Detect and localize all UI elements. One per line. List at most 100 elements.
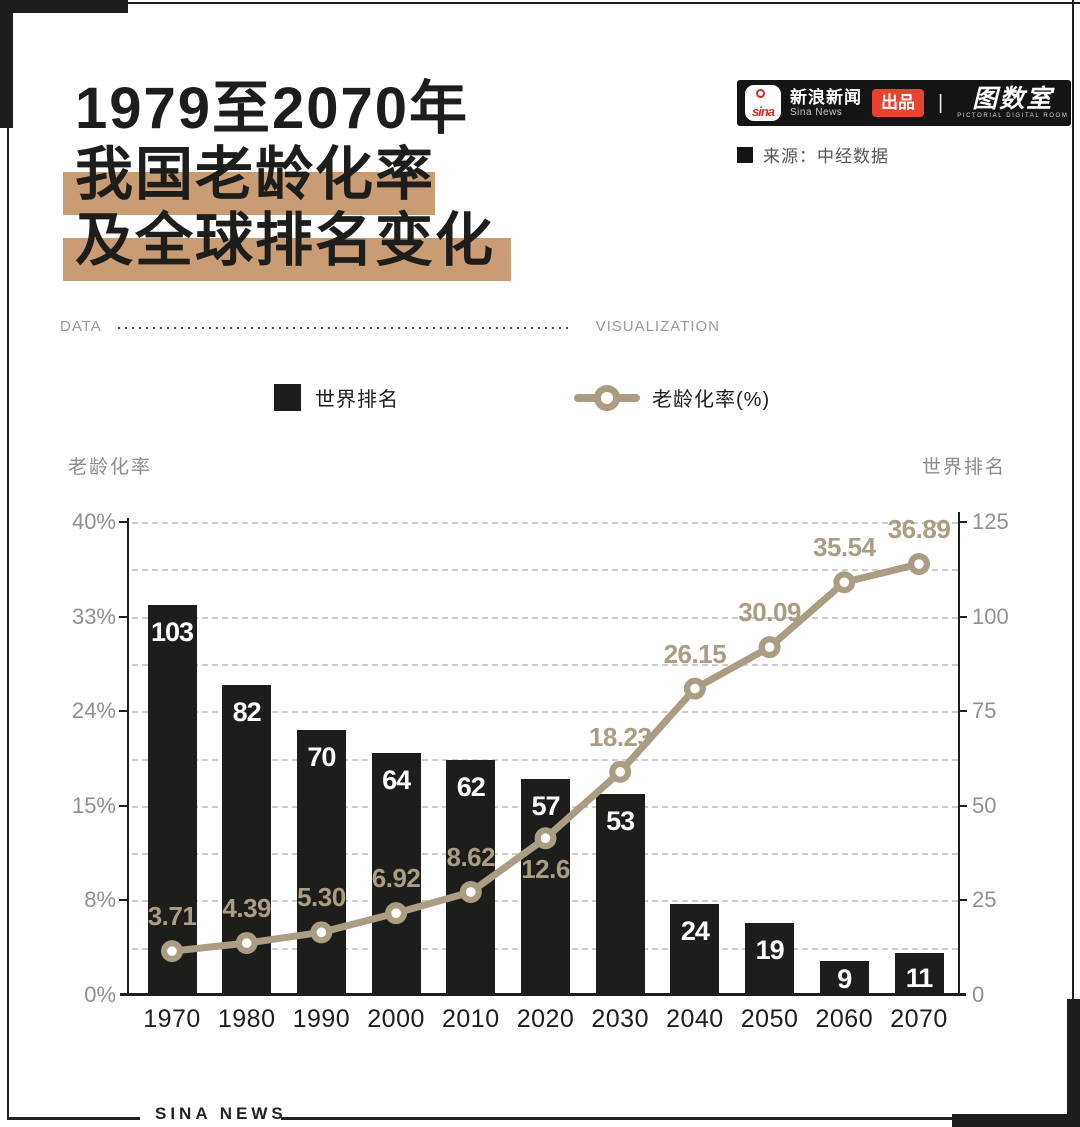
tick-mark: [958, 899, 967, 902]
tick-mark: [119, 521, 128, 523]
right-axis-line: [958, 512, 960, 995]
bar-1970: 103: [147, 605, 197, 995]
data-source: 来源：中经数据: [737, 142, 889, 167]
bar-2050: 19: [745, 923, 795, 995]
tick-mark: [958, 710, 967, 713]
bar-value-label: 70: [307, 742, 336, 773]
sina-swirl-icon: [756, 89, 765, 98]
tushushi-logo: 图数室 PICTORIAL DIGITAL ROOM: [957, 85, 1069, 120]
frame-left-line: [7, 0, 9, 1120]
chupin-badge: 出品: [872, 89, 924, 117]
title-highlight: [63, 172, 435, 215]
x-tick-2060: 2060: [815, 1005, 874, 1033]
right-axis-tick: 50: [972, 792, 997, 818]
line-value-label: 12.6: [521, 854, 570, 885]
line-value-label: 26.15: [663, 638, 727, 669]
right-axis-tick: 100: [972, 603, 1009, 629]
line-value-label: 30.09: [738, 597, 801, 628]
right-axis-tick: 25: [972, 887, 997, 913]
bar-value-label: 9: [837, 963, 852, 994]
sina-brand: 新浪新闻 Sina News: [790, 88, 862, 118]
tick-mark: [119, 804, 128, 807]
x-tick-1970: 1970: [143, 1005, 201, 1033]
bar-2070: 11: [894, 953, 944, 995]
left-axis-tick: 24%: [71, 698, 116, 724]
bar-value-label: 24: [680, 916, 710, 947]
bar-value-label: 19: [755, 935, 785, 966]
x-tick-2070: 2070: [890, 1005, 948, 1033]
sina-logo-icon: sina: [745, 85, 781, 121]
legend-item-ranking: 世界排名: [274, 383, 399, 412]
line-value-label: 18.23: [588, 721, 652, 752]
gridline: [132, 663, 958, 666]
x-tick-2000: 2000: [367, 1005, 425, 1033]
right-axis-tick: 75: [972, 698, 997, 724]
gridline: [132, 616, 958, 619]
left-axis-tick: 15%: [71, 792, 116, 818]
bar-value-label: 64: [382, 764, 411, 795]
bar-1990: 70: [296, 730, 346, 995]
tick-mark: [958, 804, 967, 807]
bar-value-label: 62: [456, 772, 486, 803]
corner-bracket-top-left: [0, 0, 13, 128]
title-line-1: 1979至2070年: [75, 76, 470, 141]
left-axis-tick: 0%: [84, 982, 116, 1007]
tick-mark: [119, 899, 128, 902]
bar-value-label: 57: [531, 791, 560, 822]
title-highlight: [63, 238, 511, 281]
gridline: [132, 758, 958, 761]
bar-2030: 53: [595, 794, 645, 995]
x-tick-1980: 1980: [217, 1005, 276, 1033]
footer-line: [7, 1117, 140, 1120]
bar-2000: 64: [371, 752, 421, 995]
corner-bracket-top-left: [0, 0, 128, 13]
aging-rate-line: [161, 553, 930, 963]
footer-brand: SINA NEWS: [155, 1104, 287, 1123]
line-value-label: 8.62: [446, 842, 496, 873]
title-line-3: 及全球排名变化: [63, 208, 511, 281]
tick-mark: [119, 710, 128, 713]
title-line-2: 我国老龄化率: [63, 142, 495, 215]
right-axis-title: 世界排名: [922, 457, 1007, 478]
frame-right-line: [1072, 0, 1074, 1127]
legend-item-aging-rate: 老龄化率(%): [574, 383, 770, 412]
bar-2020: 57: [521, 779, 570, 995]
line-marker-icon: [574, 384, 640, 411]
left-axis-tick: 8%: [84, 887, 116, 913]
gridline: [132, 522, 958, 524]
tick-mark: [958, 615, 967, 618]
gridline: [132, 569, 958, 572]
bar-value-label: 53: [606, 806, 635, 837]
tick-mark: [119, 615, 128, 618]
page-title: 1979至2070年 我国老龄化率 及全球排名变化: [63, 76, 511, 281]
left-axis-tick: 33%: [71, 603, 116, 629]
line-value-label: 3.71: [147, 901, 197, 932]
x-tick-2050: 2050: [740, 1005, 799, 1033]
x-tick-1990: 1990: [292, 1005, 351, 1033]
sina-logo-bar: sina 新浪新闻 Sina News 出品 | 图数室 PICTORIAL D…: [737, 80, 1071, 126]
dotted-line: [118, 327, 570, 329]
bar-2040: 24: [670, 904, 720, 995]
x-tick-2030: 2030: [591, 1005, 649, 1033]
section-divider: DATA VISUALIZATION: [60, 318, 720, 335]
line-value-label: 36.89: [887, 514, 951, 545]
square-bullet-icon: [737, 146, 753, 163]
corner-bracket-bottom-right: [1067, 999, 1080, 1127]
x-tick-2040: 2040: [666, 1005, 724, 1033]
footer-line: [281, 1117, 953, 1120]
bar-value-label: 11: [905, 962, 934, 993]
corner-bracket-bottom-right: [952, 1114, 1080, 1127]
line-value-label: 35.54: [813, 532, 876, 563]
bar-swatch-icon: [274, 384, 301, 411]
line-value-label: 6.92: [371, 863, 421, 894]
tick-mark: [958, 521, 967, 523]
bar-2060: 9: [819, 960, 869, 995]
bar-value-label: 82: [232, 696, 262, 727]
right-axis-tick: 0: [972, 982, 985, 1007]
left-axis-tick: 40%: [71, 509, 116, 534]
x-tick-2020: 2020: [516, 1005, 575, 1033]
bar-value-label: 103: [150, 617, 194, 648]
logo-divider: |: [938, 91, 944, 114]
line-value-label: 5.30: [297, 882, 346, 913]
